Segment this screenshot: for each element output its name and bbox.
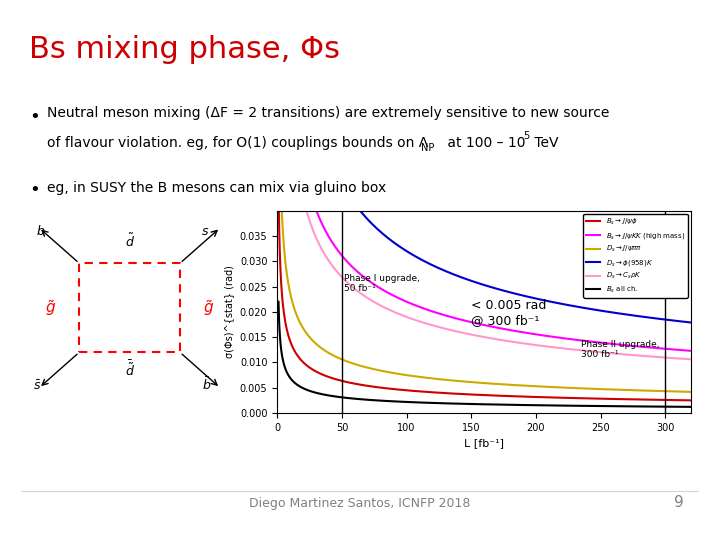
Text: Phase I upgrade,
50 fb⁻¹: Phase I upgrade, 50 fb⁻¹ — [344, 274, 420, 293]
Text: •: • — [29, 181, 40, 199]
Text: 9: 9 — [674, 495, 684, 510]
Text: $\tilde{g}$: $\tilde{g}$ — [202, 298, 214, 318]
X-axis label: L [fb⁻¹]: L [fb⁻¹] — [464, 438, 504, 448]
Text: Bs mixing phase, Φs: Bs mixing phase, Φs — [29, 35, 340, 64]
Text: b: b — [37, 225, 45, 238]
Text: s: s — [202, 225, 209, 238]
Text: $\bar{\tilde{d}}$: $\bar{\tilde{d}}$ — [125, 359, 135, 379]
Text: at 100 – 10: at 100 – 10 — [443, 136, 526, 150]
Text: Diego Martinez Santos, ICNFP 2018: Diego Martinez Santos, ICNFP 2018 — [249, 497, 471, 510]
Text: Phase II upgrade,
300 fb⁻¹: Phase II upgrade, 300 fb⁻¹ — [581, 340, 660, 359]
Text: of flavour violation. eg, for O(1) couplings bounds on Λ: of flavour violation. eg, for O(1) coupl… — [47, 136, 428, 150]
Text: $\tilde{g}$: $\tilde{g}$ — [45, 298, 57, 318]
Text: < 0.005 rad
@ 300 fb⁻¹: < 0.005 rad @ 300 fb⁻¹ — [472, 299, 546, 327]
Text: TeV: TeV — [530, 136, 559, 150]
Text: •: • — [29, 108, 40, 126]
Text: NP: NP — [421, 143, 435, 153]
Y-axis label: σ(Φs)^{stat} (rad): σ(Φs)^{stat} (rad) — [224, 266, 234, 358]
Legend: $B_s \to J/\psi\phi$, $B_s \to J/\psi KK$ (high mass), $D_s \to J/\psi\pi\pi$, $: $B_s \to J/\psi\phi$, $B_s \to J/\psi KK… — [583, 214, 688, 298]
Text: $\bar{b}$: $\bar{b}$ — [202, 376, 212, 393]
Text: $\bar{s}$: $\bar{s}$ — [33, 379, 41, 393]
Text: Neutral meson mixing (ΔF = 2 transitions) are extremely sensitive to new source: Neutral meson mixing (ΔF = 2 transitions… — [47, 106, 609, 120]
Text: 5: 5 — [523, 131, 529, 141]
Text: eg, in SUSY the B mesons can mix via gluino box: eg, in SUSY the B mesons can mix via glu… — [47, 181, 386, 195]
Text: $\tilde{d}$: $\tilde{d}$ — [125, 233, 135, 250]
